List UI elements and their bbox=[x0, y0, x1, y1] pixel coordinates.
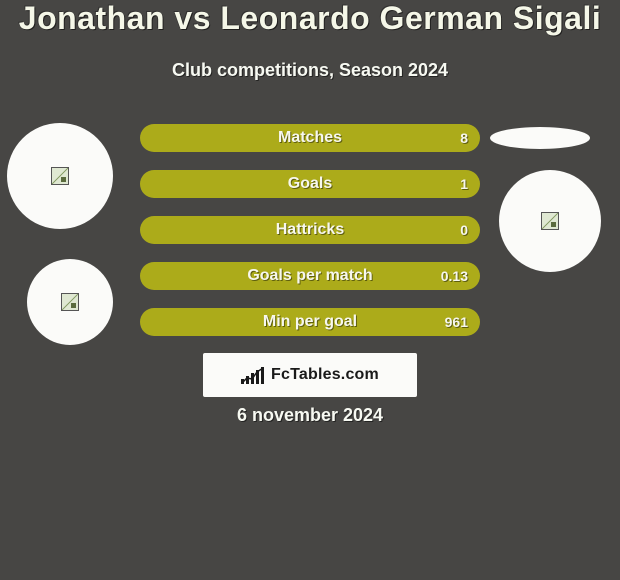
stat-pill-mpg: Min per goal 961 bbox=[140, 308, 480, 336]
watermark-chart-icon bbox=[241, 366, 265, 384]
stat-value: 0.13 bbox=[441, 268, 468, 284]
stat-label: Hattricks bbox=[140, 221, 480, 239]
stat-label: Goals bbox=[140, 175, 480, 193]
ellipse-decor bbox=[490, 127, 590, 149]
subtitle: Club competitions, Season 2024 bbox=[0, 60, 620, 81]
stat-pill-gpm: Goals per match 0.13 bbox=[140, 262, 480, 290]
stat-value: 961 bbox=[445, 314, 468, 330]
broken-image-icon bbox=[61, 293, 79, 311]
stat-value: 0 bbox=[460, 222, 468, 238]
stat-label: Goals per match bbox=[140, 267, 480, 285]
avatar-left-bottom bbox=[27, 259, 113, 345]
stat-label: Matches bbox=[140, 129, 480, 147]
stat-value: 8 bbox=[460, 130, 468, 146]
watermark-text: FcTables.com bbox=[271, 366, 379, 384]
watermark-line-icon bbox=[241, 366, 265, 384]
broken-image-icon bbox=[541, 212, 559, 230]
stat-label: Min per goal bbox=[140, 313, 480, 331]
stat-pill-matches: Matches 8 bbox=[140, 124, 480, 152]
avatar-left-top bbox=[7, 123, 113, 229]
date-text: 6 november 2024 bbox=[0, 405, 620, 426]
watermark: FcTables.com bbox=[203, 353, 417, 397]
stats-stack: Matches 8 Goals 1 Hattricks 0 Goals per … bbox=[140, 124, 480, 336]
canvas: Jonathan vs Leonardo German Sigali Club … bbox=[0, 0, 620, 580]
avatar-right bbox=[499, 170, 601, 272]
stat-pill-hattricks: Hattricks 0 bbox=[140, 216, 480, 244]
stat-value: 1 bbox=[460, 176, 468, 192]
stat-pill-goals: Goals 1 bbox=[140, 170, 480, 198]
page-title: Jonathan vs Leonardo German Sigali bbox=[0, 0, 620, 37]
broken-image-icon bbox=[51, 167, 69, 185]
